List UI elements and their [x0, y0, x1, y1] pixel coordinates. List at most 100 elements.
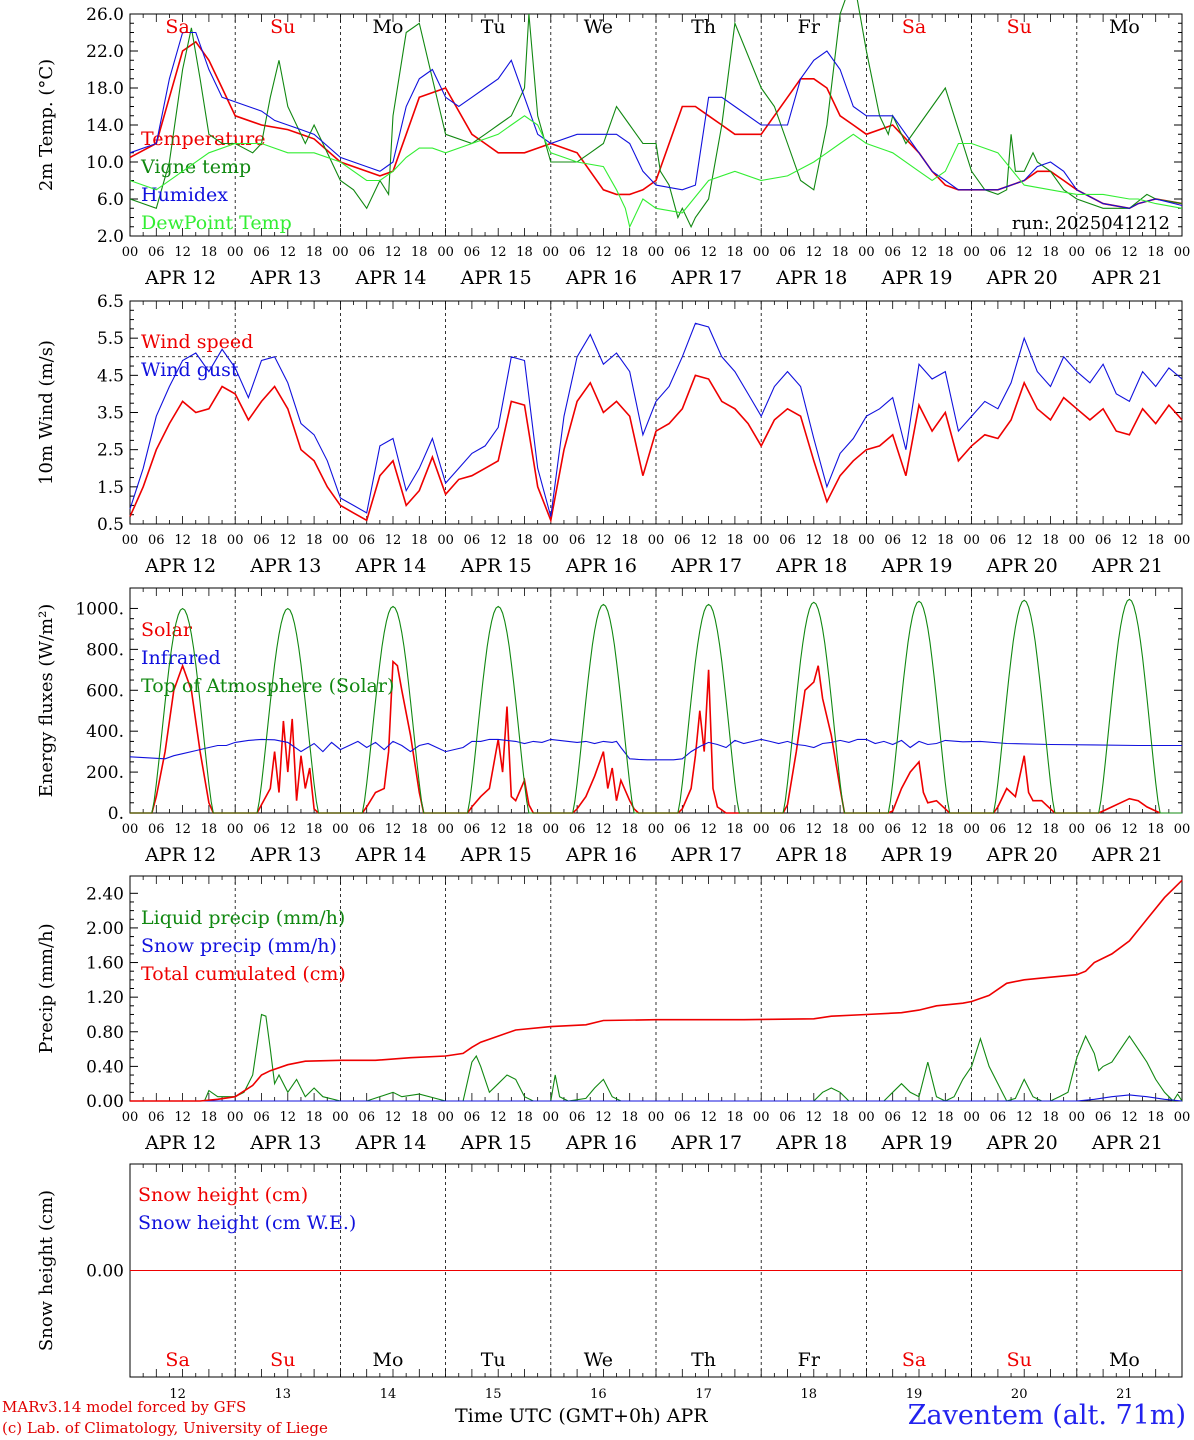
hour-tick-label: 06	[253, 533, 270, 548]
hour-tick-label: 06	[1095, 245, 1112, 260]
hour-tick-label: 12	[174, 1110, 191, 1125]
hour-tick-label: 12	[385, 533, 402, 548]
hour-tick-label: 18	[201, 822, 218, 837]
hour-tick-label: 00	[1069, 245, 1086, 260]
legend-entry: Infrared	[141, 647, 221, 669]
y-tick-label: 2.40	[86, 884, 124, 904]
model-credit: MARv3.14 model forced by GFS	[2, 1398, 247, 1416]
hour-tick-label: 12	[385, 822, 402, 837]
hour-tick-label: 06	[464, 245, 481, 260]
hour-tick-label: 06	[674, 1110, 691, 1125]
hour-tick-label: 06	[569, 245, 586, 260]
date-label: APR 12	[144, 844, 216, 866]
y-tick-label: 3.5	[97, 404, 124, 424]
hour-tick-label: 12	[806, 245, 823, 260]
hour-tick-label: 12	[385, 1110, 402, 1125]
date-label: APR 16	[565, 1132, 637, 1154]
hour-tick-label: 12	[490, 245, 507, 260]
hour-tick-label: 00	[543, 1110, 560, 1125]
hour-tick-label: 18	[621, 533, 638, 548]
y-tick-label: 14.0	[86, 116, 124, 136]
hour-tick-label: 06	[253, 245, 270, 260]
hour-tick-label: 12	[1121, 533, 1138, 548]
hour-tick-label: 06	[1095, 1110, 1112, 1125]
hour-tick-label: 00	[122, 245, 139, 260]
legend-entry: Snow height (cm W.E.)	[138, 1212, 356, 1234]
y-tick-label: 1.5	[97, 478, 124, 498]
hour-tick-label: 00	[753, 822, 770, 837]
date-label: APR 16	[565, 267, 637, 289]
hour-tick-label: 12	[1016, 245, 1033, 260]
legend-entry: Total cumulated (cm)	[141, 963, 346, 985]
hour-tick-label: 18	[937, 245, 954, 260]
hour-tick-label: 18	[727, 1110, 744, 1125]
panel-frame-wind	[129, 300, 1183, 525]
y-tick-label: 200.	[86, 763, 124, 783]
hour-tick-label: 12	[806, 1110, 823, 1125]
hour-tick-label: 12	[1121, 822, 1138, 837]
hour-tick-label: 06	[569, 822, 586, 837]
date-label: APR 17	[670, 267, 742, 289]
hour-tick-label: 00	[227, 1110, 244, 1125]
weekday-label: Th	[691, 1349, 716, 1371]
date-label: APR 18	[775, 1132, 847, 1154]
date-label: APR 12	[144, 555, 216, 577]
hour-tick-label: 00	[1069, 822, 1086, 837]
weekday-label: Sa	[902, 1349, 926, 1371]
panel-frame-energy	[129, 587, 1183, 814]
y-tick-label: 0.	[108, 804, 124, 824]
hour-tick-label: 12	[1121, 1110, 1138, 1125]
weekday-label: Fr	[798, 1349, 821, 1371]
y-tick-label: 800.	[86, 640, 124, 660]
hour-tick-label: 18	[306, 533, 323, 548]
legend-entry: Humidex	[141, 184, 228, 206]
y-axis-label: Snow height (cm)	[36, 1190, 57, 1351]
hour-tick-label: 18	[201, 1110, 218, 1125]
y-tick-label: 0.00	[86, 1262, 124, 1282]
date-label: APR 20	[986, 1132, 1058, 1154]
date-label: APR 17	[670, 1132, 742, 1154]
hour-tick-label: 00	[1069, 533, 1086, 548]
hour-tick-label: 18	[1042, 1110, 1059, 1125]
site-name: Zaventem (alt. 71m)	[907, 1400, 1186, 1431]
hour-tick-label: 00	[648, 533, 665, 548]
hour-tick-label: 18	[516, 1110, 533, 1125]
hour-tick-label: 06	[253, 1110, 270, 1125]
legend-entry: Wind gust	[141, 359, 239, 381]
hour-tick-label: 18	[1042, 822, 1059, 837]
hour-tick-label: 00	[858, 245, 875, 260]
run-label: run: 2025041212	[1012, 213, 1170, 234]
series-line-red	[130, 879, 1183, 1102]
hour-tick-label: 00	[543, 245, 560, 260]
hour-tick-label: 18	[832, 1110, 849, 1125]
hour-tick-label: 12	[1016, 822, 1033, 837]
hour-tick-label: 12	[595, 822, 612, 837]
hour-tick-label: 06	[148, 533, 165, 548]
weekday-label: Tu	[481, 16, 506, 38]
hour-tick-label: 06	[358, 245, 375, 260]
y-tick-label: 18.0	[86, 79, 124, 99]
legend-entry: Top of Atmosphere (Solar)	[141, 675, 394, 697]
hour-tick-label: 00	[543, 533, 560, 548]
hour-tick-label: 12	[806, 533, 823, 548]
series-line-red	[129, 374, 1183, 524]
day-number-label: 21	[1116, 1387, 1133, 1402]
hour-tick-label: 00	[963, 1110, 980, 1125]
hour-tick-label: 00	[543, 822, 560, 837]
legend-entry: Temperature	[141, 128, 265, 150]
hour-tick-label: 18	[937, 1110, 954, 1125]
y-axis-label: Precip (mm/h)	[36, 923, 57, 1053]
hour-tick-label: 06	[358, 533, 375, 548]
hour-tick-label: 06	[884, 533, 901, 548]
date-label: APR 13	[249, 1132, 321, 1154]
date-label: APR 15	[460, 844, 532, 866]
date-label: APR 20	[986, 555, 1058, 577]
hour-tick-label: 18	[201, 245, 218, 260]
hour-tick-label: 12	[806, 822, 823, 837]
date-label: APR 18	[775, 844, 847, 866]
hour-tick-label: 00	[122, 1110, 139, 1125]
hour-tick-label: 18	[832, 245, 849, 260]
hour-tick-label: 12	[280, 245, 297, 260]
date-label: APR 21	[1091, 267, 1163, 289]
y-tick-label: 2.0	[97, 227, 124, 247]
